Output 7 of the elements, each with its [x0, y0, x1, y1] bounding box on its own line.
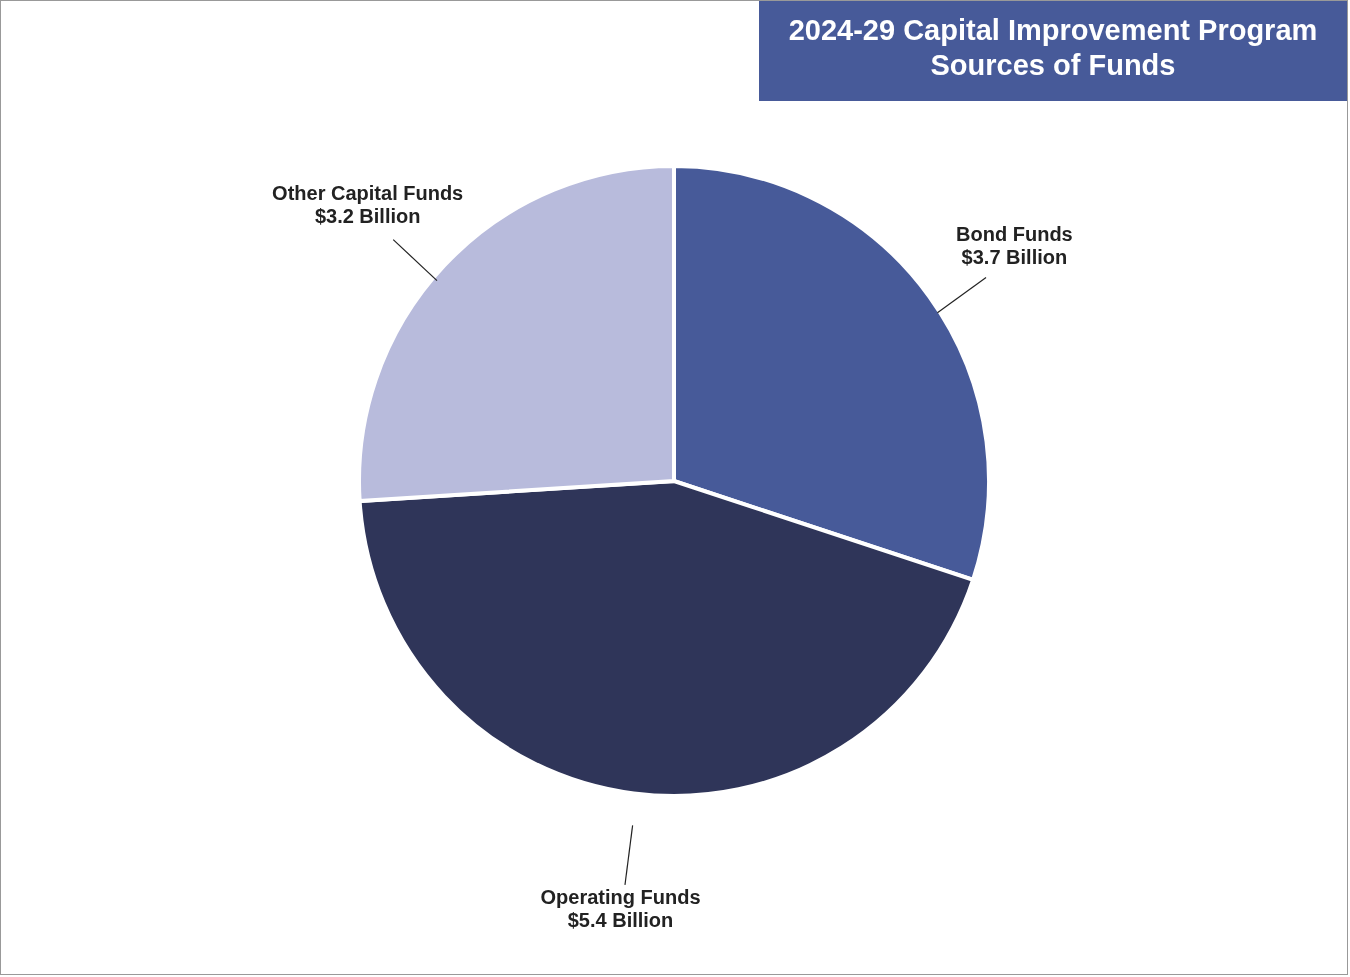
chart-title: 2024-29 Capital Improvement Program Sources of Funds [759, 1, 1347, 101]
data-label: $5.4 Billion [567, 908, 674, 931]
data-label: $3.7 Billion [961, 246, 1068, 268]
slice-label: Bond Funds [956, 223, 1073, 245]
slice-label: Other Capital Funds [272, 181, 464, 204]
slice-label: Operating Funds [540, 885, 701, 908]
data-label: $3.2 Billion [314, 204, 421, 227]
